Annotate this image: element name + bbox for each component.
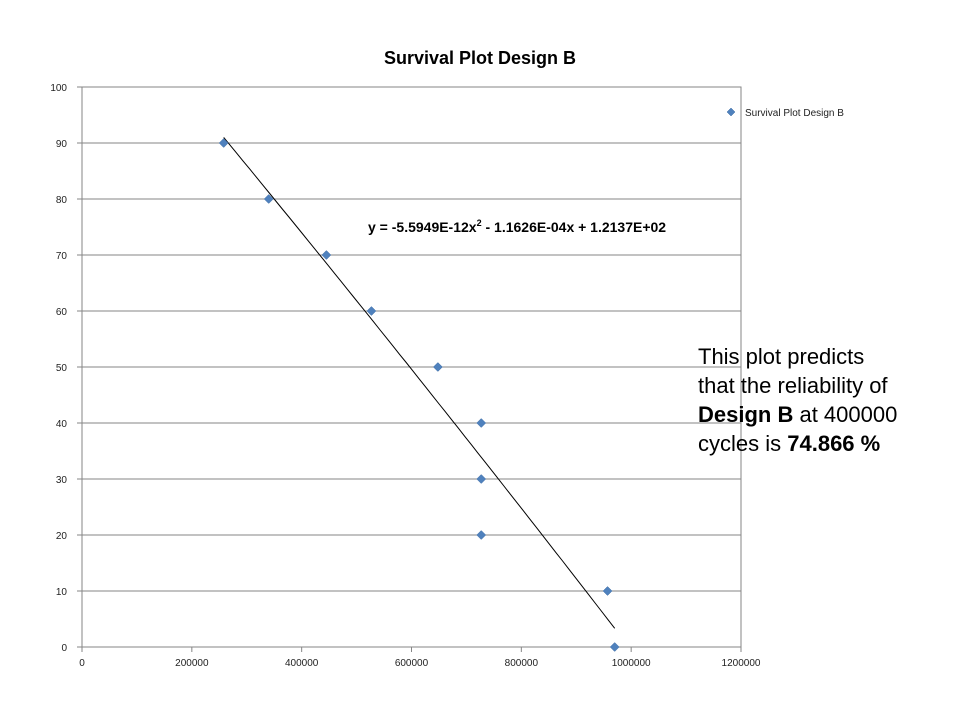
data-point — [263, 194, 274, 204]
equation-lhs: y = -5.5949E-12x — [368, 219, 477, 235]
x-tick-label: 0 — [79, 658, 85, 669]
x-tick-label: 1000000 — [612, 658, 651, 669]
x-tick-label: 1200000 — [722, 658, 761, 669]
y-tick-label: 60 — [56, 307, 68, 318]
data-point — [602, 586, 613, 596]
note-line-2: that the reliability of — [698, 373, 888, 398]
legend-marker — [726, 107, 736, 117]
note-line-3: Design B at 400000 — [698, 400, 938, 429]
data-point — [433, 362, 443, 372]
data-point — [366, 306, 377, 316]
note-reliability: 74.866 % — [787, 431, 881, 456]
legend-label: Survival Plot Design B — [745, 108, 844, 119]
note-cycles: at 400000 — [793, 402, 898, 427]
data-points — [218, 138, 620, 652]
note-design: Design B — [698, 402, 794, 427]
legend: Survival Plot Design B — [726, 107, 844, 119]
data-point — [476, 474, 487, 484]
trendline-equation: y = -5.5949E-12x2 - 1.1626E-04x + 1.2137… — [368, 218, 666, 235]
y-tick-label: 20 — [56, 531, 68, 542]
y-tick-label: 70 — [56, 251, 68, 262]
x-tick-label: 400000 — [285, 658, 319, 669]
y-tick-label: 80 — [56, 195, 68, 206]
data-point — [609, 642, 620, 652]
x-tick-label: 600000 — [395, 658, 429, 669]
note-line-1: This plot predicts — [698, 344, 865, 369]
y-tick-label: 40 — [56, 419, 68, 430]
y-tick-label: 50 — [56, 363, 68, 374]
note-prefix: cycles is — [698, 431, 788, 456]
prediction-note: This plot predicts that the reliability … — [698, 342, 938, 458]
y-tick-label: 30 — [56, 475, 68, 486]
chart-title: Survival Plot Design B — [384, 48, 576, 68]
y-tick-label: 100 — [50, 83, 67, 94]
grid-lines — [82, 86, 741, 648]
y-tick-label: 90 — [56, 139, 68, 150]
data-point — [321, 250, 332, 260]
equation-rhs: - 1.1626E-04x + 1.2137E+02 — [482, 219, 667, 235]
trendline — [223, 137, 616, 629]
data-point — [476, 530, 487, 540]
y-tick-label: 0 — [61, 643, 67, 654]
x-tick-label: 800000 — [505, 658, 539, 669]
equation-exponent: 2 — [477, 218, 482, 228]
data-point — [218, 138, 229, 148]
note-line-4: cycles is 74.866 % — [698, 429, 938, 458]
x-axis-ticks: 0 200000 400000 600000 800000 1000000 1200000 — [79, 647, 761, 669]
x-tick-label: 200000 — [175, 658, 209, 669]
y-tick-label: 10 — [56, 587, 68, 598]
y-axis-ticks: 0 10 20 30 40 50 60 70 80 90 100 — [50, 83, 82, 654]
data-point — [476, 418, 487, 428]
